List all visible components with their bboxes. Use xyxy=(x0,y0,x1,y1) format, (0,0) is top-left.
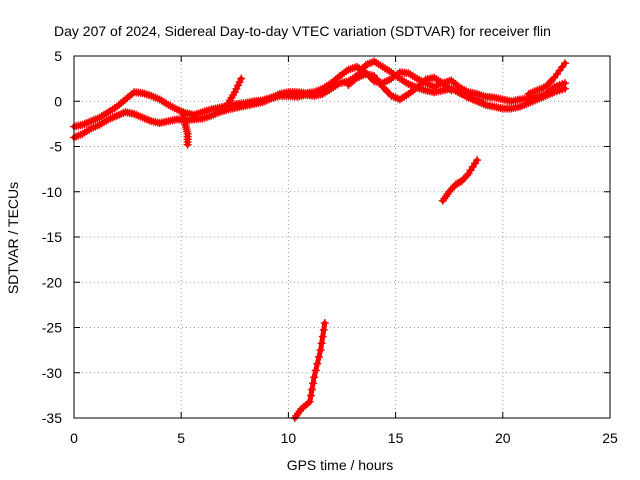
y-tick-labels: 5 0 -5 -10 -15 -20 -25 -30 -35 xyxy=(42,48,62,426)
data-point xyxy=(237,74,246,83)
chart-title: Day 207 of 2024, Sidereal Day-to-day VTE… xyxy=(54,23,551,39)
data-point xyxy=(462,171,471,180)
data-point xyxy=(473,156,482,165)
grid xyxy=(74,56,610,418)
series-spike-5 xyxy=(179,110,192,149)
y-tick-label: -15 xyxy=(42,229,62,245)
data-point xyxy=(314,352,323,361)
data-point xyxy=(232,84,241,93)
data-point xyxy=(313,359,322,368)
data-point xyxy=(447,86,456,95)
data-point xyxy=(305,397,314,406)
data-point xyxy=(560,59,569,68)
data-point xyxy=(306,391,315,400)
x-tick-label: 5 xyxy=(177,430,185,446)
x-tick-label: 15 xyxy=(388,430,404,446)
y-tick-label: -10 xyxy=(42,184,62,200)
data-point xyxy=(235,78,244,87)
data-point xyxy=(320,318,329,327)
data-series xyxy=(70,57,569,422)
series-segment-10 xyxy=(290,318,329,422)
data-point xyxy=(311,366,320,375)
series-band-e xyxy=(524,59,569,99)
series-segment-7 xyxy=(220,74,246,115)
data-point xyxy=(310,373,319,382)
data-point xyxy=(307,385,316,394)
series-segment-17 xyxy=(438,156,482,205)
data-point xyxy=(316,346,325,355)
y-tick-label: -25 xyxy=(42,320,62,336)
x-tick-label: 10 xyxy=(281,430,297,446)
data-point xyxy=(319,325,328,334)
data-point xyxy=(223,100,232,109)
series-band-d xyxy=(455,88,486,106)
data-point xyxy=(318,332,327,341)
y-axis-label: SDTVAR / TECUs xyxy=(5,182,21,294)
data-point xyxy=(234,81,243,90)
data-point xyxy=(183,140,192,149)
data-point xyxy=(309,379,318,388)
y-tick-label: -20 xyxy=(42,274,62,290)
x-tick-labels: 0 5 10 15 20 25 xyxy=(70,430,618,446)
data-point xyxy=(317,339,326,348)
data-point xyxy=(560,84,569,93)
y-tick-label: -35 xyxy=(42,410,62,426)
y-tick-label: 5 xyxy=(54,48,62,64)
x-axis-label: GPS time / hours xyxy=(287,457,394,473)
data-point xyxy=(230,88,239,97)
x-tick-label: 20 xyxy=(495,430,511,446)
x-tick-label: 25 xyxy=(602,430,618,446)
y-tick-label: -30 xyxy=(42,365,62,381)
data-point xyxy=(477,97,486,106)
axis-ticks xyxy=(73,55,611,419)
x-tick-label: 0 xyxy=(70,430,78,446)
series-band-c xyxy=(344,70,456,104)
y-tick-label: 0 xyxy=(54,93,62,109)
y-tick-label: -5 xyxy=(50,139,63,155)
